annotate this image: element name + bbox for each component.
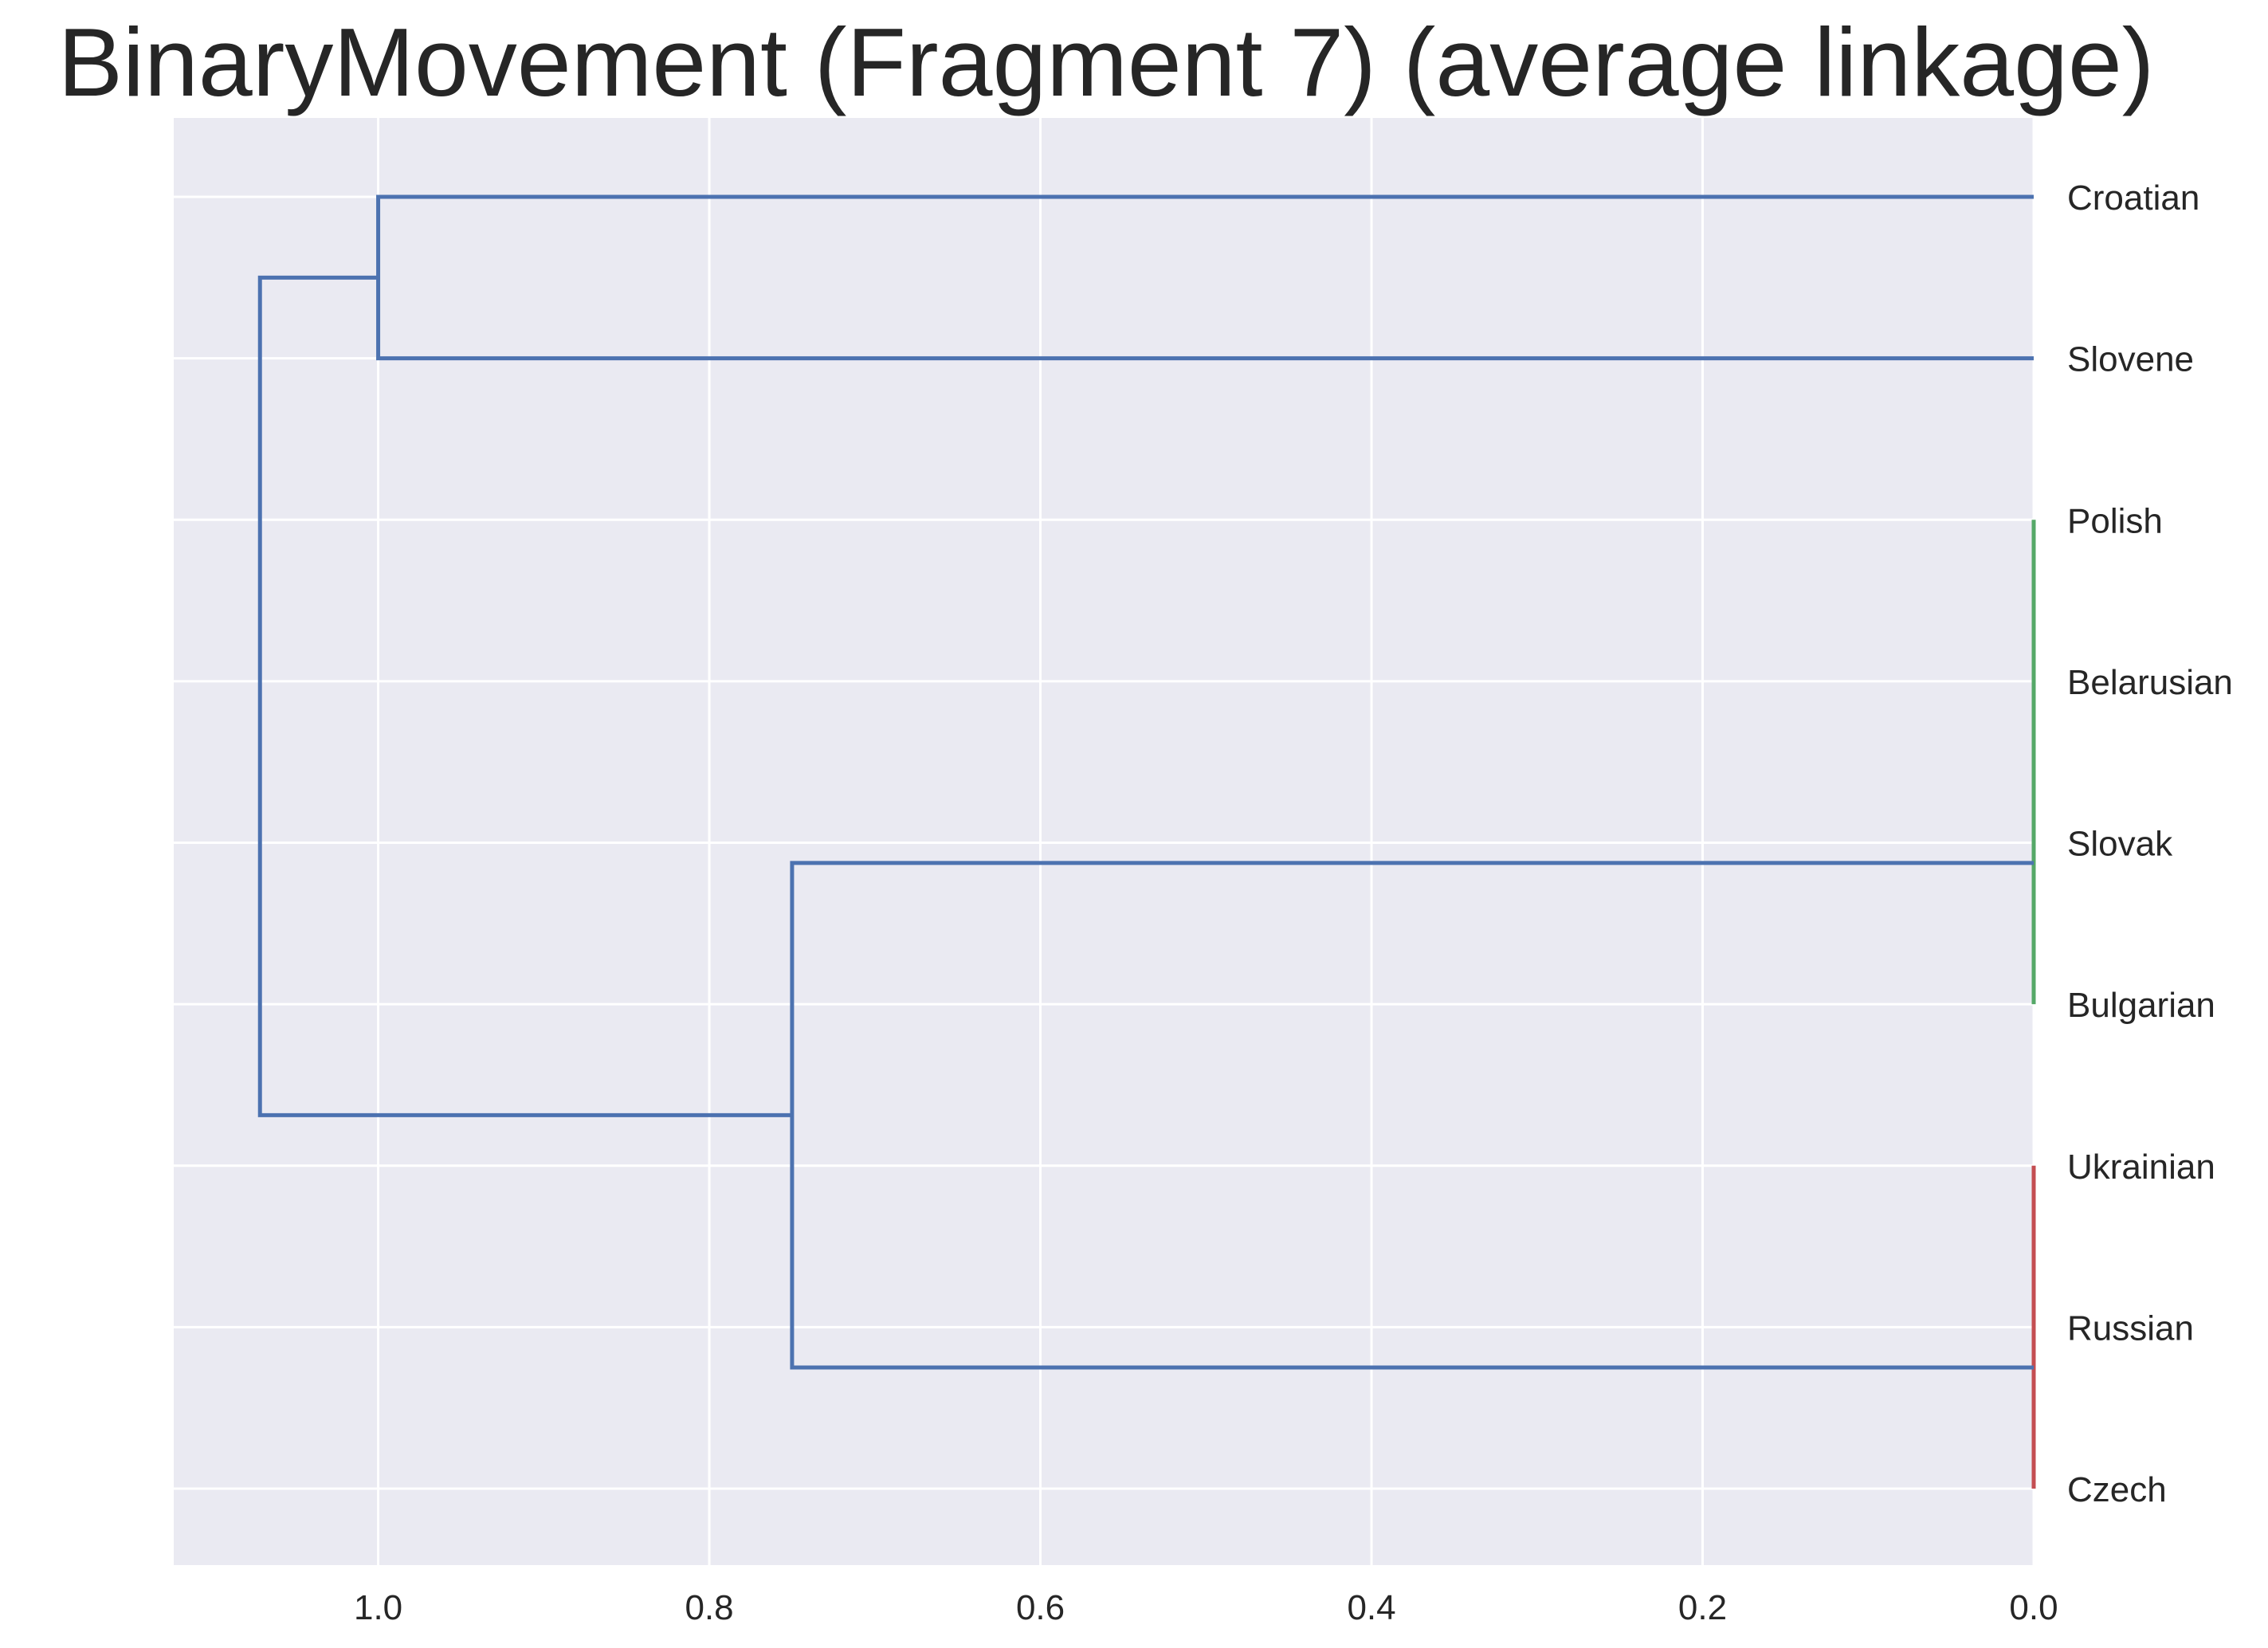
leaf-label-russian: Russian [2067,1309,2194,1348]
leaf-label-czech: Czech [2067,1470,2167,1509]
x-tick-label-2: 0.6 [1016,1588,1065,1627]
leaf-labels: Croatian Slovene Polish Belarusian Slovak Bul… [2067,179,2233,1509]
x-tick-label-5: 0.0 [2009,1588,2058,1627]
leaf-label-bulgarian: Bulgarian [2067,986,2215,1025]
x-axis-ticks: 1.0 0.8 0.6 0.4 0.2 0.0 [354,1588,2058,1627]
leaf-label-slovak: Slovak [2067,825,2173,864]
leaf-label-belarusian: Belarusian [2067,663,2233,702]
dendrogram-links [257,194,2036,1489]
leaf-label-slovene: Slovene [2067,340,2194,379]
x-tick-label-1: 0.8 [685,1588,733,1627]
leaf-label-ukrainian: Ukrainian [2067,1148,2215,1187]
dendrogram-link-6 [790,861,2034,1370]
leaf-label-croatian: Croatian [2067,179,2199,218]
x-tick-label-3: 0.4 [1347,1588,1395,1627]
dendrogram-link-7 [257,275,792,1117]
leaf-label-polish: Polish [2067,501,2163,540]
chart-title: BinaryMovement (Fragment 7) (average lin… [58,8,2155,116]
x-tick-label-0: 1.0 [354,1588,402,1627]
x-tick-label-4: 0.2 [1678,1588,1727,1627]
